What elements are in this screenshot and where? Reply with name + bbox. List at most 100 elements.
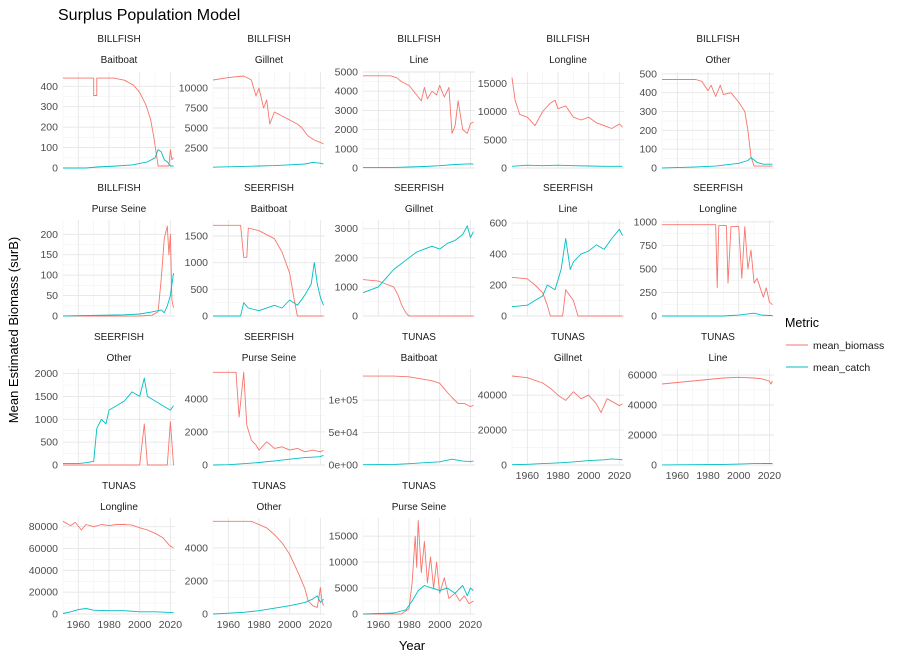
strip-species-label: BILLFISH: [247, 34, 290, 45]
y-tick-label: 400: [489, 249, 507, 261]
series-line-mean-catch: [62, 608, 174, 614]
y-tick-label: 5000: [335, 583, 359, 595]
series-line-mean-biomass: [213, 371, 324, 453]
y-tick-label: 1500: [185, 231, 209, 243]
panel-seerfish-purse-seine: SEERFISH Purse Seine 0 2000 4000: [185, 332, 325, 472]
y-tick-label: 100: [639, 144, 657, 156]
y-tick-label: 7500: [185, 103, 209, 115]
x-tick-label: 1960: [67, 619, 91, 631]
series-line-mean-biomass: [662, 224, 773, 306]
strip-gear-label: Gillnet: [255, 55, 284, 66]
series-line-mean-catch: [212, 454, 324, 466]
strip-species-label: SEERFISH: [94, 332, 144, 343]
y-tick-label: 0: [501, 311, 507, 323]
y-tick-label: 300: [40, 101, 58, 113]
series-line-mean-biomass: [62, 520, 174, 548]
panel-tunas-purse-seine: TUNAS Purse Seine 0 5000 10000 15000 1960 1980 2…: [329, 481, 482, 631]
strip-species-label: TUNAS: [551, 332, 585, 343]
y-tick-label: 200: [489, 280, 507, 292]
strip-gear-label: Longline: [699, 204, 737, 215]
x-tick-label: 2020: [758, 470, 782, 482]
panel-billfish-baitboat: BILLFISH Baitboat 0 100 200 300 400: [40, 34, 175, 175]
x-tick-label: 2000: [278, 619, 302, 631]
x-tick-label: 2020: [159, 619, 183, 631]
y-tick-label: 4000: [335, 86, 359, 98]
legend-label-mean-biomass: mean_biomass: [813, 340, 884, 352]
x-tick-label: 2000: [577, 470, 601, 482]
legend-title: Metric: [785, 316, 819, 330]
strip-gear-label: Purse Seine: [242, 353, 297, 364]
y-tick-label: 80000: [29, 521, 58, 533]
y-tick-label: 2000: [185, 575, 209, 587]
strip-species-label: BILLFISH: [97, 34, 140, 45]
series-line-mean-catch: [362, 225, 474, 294]
strip-species-label: SEERFISH: [244, 332, 294, 343]
strip-gear-label: Purse Seine: [392, 502, 447, 513]
y-tick-label: 0: [52, 311, 58, 323]
strip-gear-label: Line: [559, 204, 578, 215]
series-line-mean-biomass: [362, 279, 474, 317]
series-line-mean-catch: [63, 149, 174, 169]
series-line-mean-biomass: [511, 276, 623, 317]
strip-species-label: TUNAS: [252, 481, 286, 492]
series-line-mean-catch: [212, 595, 324, 615]
x-tick-label: 2020: [459, 619, 483, 631]
y-tick-label: 500: [40, 437, 58, 449]
x-tick-label: 2000: [128, 619, 152, 631]
x-tick-label: 1980: [397, 619, 421, 631]
strip-species-label: SEERFISH: [543, 183, 593, 194]
panel-tunas-longline: TUNAS Longline 0 20000 40000 60000 80000 1960 19…: [29, 481, 182, 631]
y-tick-label: 1000: [185, 257, 209, 269]
x-tick-label: 1980: [696, 470, 720, 482]
y-tick-label: 750: [639, 240, 657, 252]
panel-billfish-longline: BILLFISH Longline 0 5000 10000 15000: [478, 34, 624, 175]
strip-species-label: BILLFISH: [696, 34, 739, 45]
strip-gear-label: Other: [256, 502, 282, 513]
y-tick-label: 0: [501, 163, 507, 175]
y-tick-label: 400: [639, 87, 657, 99]
y-tick-label: 1000: [335, 143, 359, 155]
y-tick-label: 10000: [478, 106, 507, 118]
series-line-mean-biomass: [511, 77, 623, 129]
y-tick-label: 0: [651, 460, 657, 472]
x-tick-label: 1980: [546, 470, 570, 482]
y-tick-label: 40000: [478, 390, 507, 402]
y-tick-label: 1000: [335, 281, 359, 293]
y-tick-label: 150: [40, 249, 58, 261]
y-tick-label: 5e+04: [329, 427, 359, 439]
y-tick-label: 0: [52, 460, 58, 472]
y-tick-label: 500: [639, 68, 657, 80]
chart-title: Surplus Population Model: [58, 7, 240, 24]
series-line-mean-catch: [511, 228, 623, 308]
y-tick-label: 1000: [35, 414, 59, 426]
panel-seerfish-other: SEERFISH Other 0 500 1000 1500 2000: [35, 332, 175, 472]
series-line-mean-biomass: [363, 520, 474, 615]
strip-species-label: TUNAS: [402, 332, 436, 343]
x-tick-label: 1960: [516, 470, 540, 482]
y-tick-label: 60000: [628, 370, 657, 382]
x-axis-title: Year: [399, 638, 426, 653]
y-tick-label: 15000: [329, 531, 358, 543]
series-line-mean-catch: [62, 273, 174, 317]
series-line-mean-biomass: [363, 375, 474, 408]
strip-species-label: SEERFISH: [244, 183, 294, 194]
strip-gear-label: Baitboat: [251, 204, 288, 215]
y-tick-label: 600: [489, 218, 507, 230]
panel-billfish-gillnet: BILLFISH Gillnet 2500 5000 7500 10000: [179, 34, 325, 168]
series-line-mean-catch: [511, 164, 623, 167]
y-tick-label: 4000: [185, 542, 209, 554]
series-line-mean-catch: [63, 377, 174, 465]
y-tick-label: 200: [40, 122, 58, 134]
x-tick-label: 1980: [247, 619, 271, 631]
series-line-mean-catch: [213, 262, 324, 317]
y-tick-label: 2000: [185, 426, 209, 438]
x-tick-label: 2020: [309, 619, 333, 631]
panel-seerfish-longline: SEERFISH Longline 0 250 500 750 1000: [634, 183, 774, 323]
y-tick-label: 15000: [478, 78, 507, 90]
series-line-mean-biomass: [63, 77, 174, 167]
strip-species-label: TUNAS: [701, 332, 735, 343]
series-line-mean-biomass: [662, 79, 773, 167]
series-line-mean-catch: [362, 585, 474, 615]
y-tick-label: 10000: [329, 557, 358, 569]
